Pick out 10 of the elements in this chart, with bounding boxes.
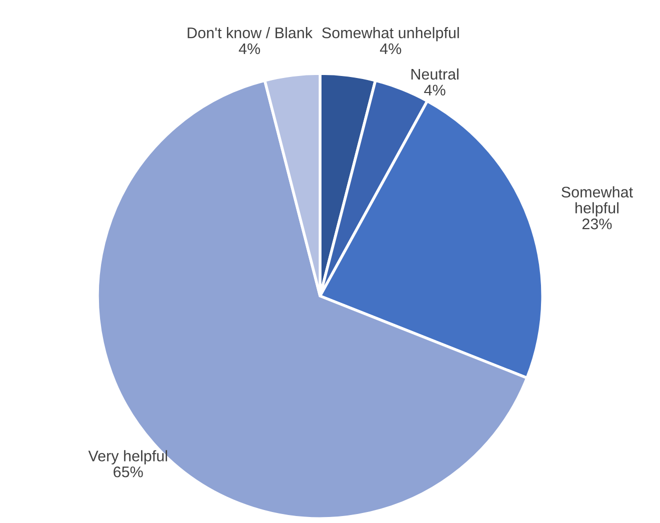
slice-label: Neutral (411, 68, 458, 80)
slice-label: Very helpful (88, 450, 168, 464)
slice-label: Don't know / Blank (188, 27, 313, 38)
slice-label: Somewhat helpful (562, 186, 633, 216)
data-label: 4% (380, 43, 402, 54)
data-label: 23% (582, 218, 612, 230)
data-label: 4% (238, 43, 260, 54)
data-label: 65% (114, 466, 143, 478)
slice-label: Somewhat unhelpful (322, 27, 459, 42)
data-label: 4% (424, 84, 446, 96)
